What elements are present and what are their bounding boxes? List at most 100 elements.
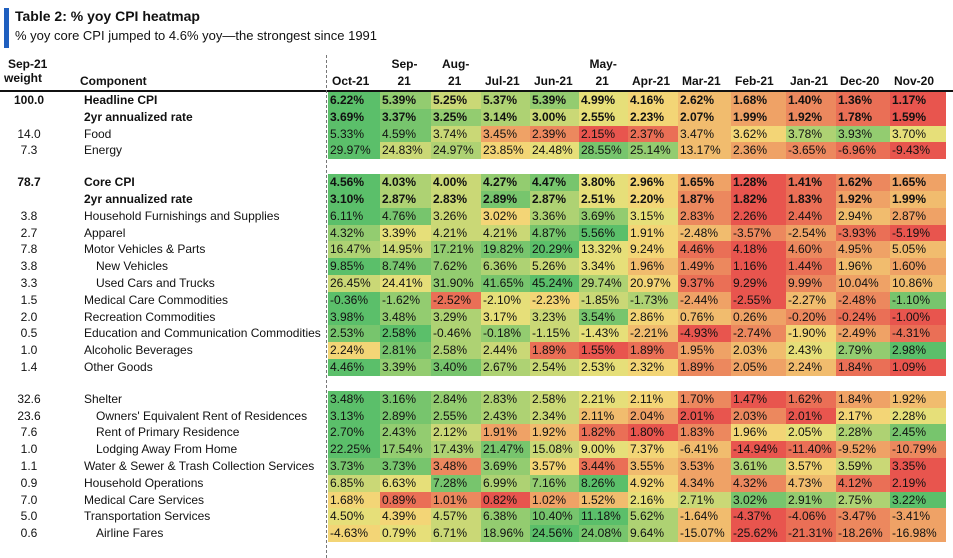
value-cell: 1.99% [890,190,946,208]
value-cell: 5.33% [328,125,380,143]
component-name: Core CPI [84,175,135,190]
month-header: 21 [448,74,462,88]
value-cell: 1.89% [530,342,579,359]
value-cell: 3.13% [328,407,380,425]
value-cell: 2.58% [530,390,579,408]
value-cell: 5.39% [380,92,431,109]
value-cell: -1.10% [890,291,946,309]
value-cell: 3.47% [678,125,731,143]
value-cell: 2.87% [380,190,431,208]
value-cell: 4.56% [328,174,380,191]
value-cell: -4.37% [731,508,786,526]
month-header: Mar-21 [682,74,721,88]
value-cell: 1.83% [678,424,731,442]
value-cell: -10.79% [890,441,946,458]
month-header: Jul-21 [485,74,520,88]
value-cell: 1.70% [678,390,731,408]
value-cell: 1.02% [530,491,579,509]
value-cell: 1.87% [678,190,731,208]
component-name: Shelter [84,391,123,406]
value-cell: 1.84% [836,358,890,376]
component-name: Owners' Equivalent Rent of Residences [96,408,308,423]
value-cell: 1.96% [628,258,678,275]
value-cell: 2.53% [328,325,380,343]
value-cell: 3.80% [579,174,628,191]
table-row: 7.0 Medical Care Services 1.68% 0.89% 1.01% 0… [0,491,953,509]
value-cell: 2.44% [786,207,836,225]
value-cell: 6.63% [380,474,431,492]
value-cell: 4.57% [431,508,481,526]
value-cell: 24.97% [431,142,481,160]
weight-header-line1: Sep-21 [8,57,48,71]
table-row: 1.0 Alcoholic Beverages 2.24% 2.81% 2.58% 2.4… [0,342,953,359]
value-cell: -3.93% [836,224,890,242]
weight-cell: 0.9 [20,475,38,490]
value-cell: 2.01% [786,407,836,425]
value-cell: 2.51% [579,190,628,208]
table-row: 100.0 Headline CPI 6.22% 5.39% 5.25% 5.37% 5.3… [0,92,953,109]
value-cell: 5.25% [431,92,481,109]
value-cell: -0.36% [328,291,380,309]
value-cell: 1.40% [786,92,836,109]
value-cell: -2.54% [786,224,836,242]
table-row: 3.8 New Vehicles 9.85% 8.74% 7.62% 6.36% 5.26%… [0,258,953,275]
value-cell: 22.25% [328,441,380,458]
table-header: Sep-21 weight Component Oct-21 Sep- 21 Aug-… [0,55,953,92]
value-cell: 2.83% [678,207,731,225]
month-header-top: Sep- [391,57,418,71]
value-cell: 0.89% [380,491,431,509]
value-cell: 4.87% [530,224,579,242]
value-cell: 9.64% [628,525,678,542]
weight-cell: 7.6 [20,425,38,440]
table-row: 0.9 Household Operations 6.85% 6.63% 7.28% 6.… [0,474,953,492]
table-row: 7.3 Energy 29.97% 24.83% 24.97% 23.85% 24.48% 2… [0,142,953,160]
value-cell: 3.39% [380,224,431,242]
value-cell: 19.82% [481,241,530,259]
value-cell: 1.92% [530,424,579,442]
value-cell: 4.21% [431,224,481,242]
value-cell: -11.40% [786,441,836,458]
value-cell: 2.34% [530,407,579,425]
value-cell: -18.26% [836,525,890,542]
value-cell: 3.57% [530,457,579,475]
value-cell: 2.58% [431,342,481,359]
value-cell: -0.20% [786,308,836,326]
value-cell: 4.99% [579,92,628,109]
component-name: 2yr annualized rate [84,109,193,124]
value-cell: 9.00% [579,441,628,458]
month-header: Jan-21 [790,74,829,88]
value-cell: 4.18% [731,241,786,259]
value-cell: 2.79% [836,342,890,359]
value-cell: 5.26% [530,258,579,275]
value-cell: 3.69% [481,457,530,475]
value-cell: -2.23% [530,291,579,309]
value-cell: 14.95% [380,241,431,259]
component-name: Apparel [84,225,126,240]
value-cell: 18.96% [481,525,530,542]
value-cell: 4.73% [786,474,836,492]
value-cell: 4.95% [836,241,890,259]
value-cell: 28.55% [579,142,628,160]
value-cell: 3.45% [481,125,530,143]
month-header: Nov-20 [894,74,935,88]
value-cell: 2.07% [678,108,731,126]
value-cell: 4.03% [380,174,431,191]
month-header: Jun-21 [534,74,573,88]
table-row: 1.1 Water & Sewer & Trash Collection Serv… [0,457,953,475]
value-cell: 2.24% [786,358,836,376]
month-header-top: Aug- [442,57,470,71]
value-cell: -3.41% [890,508,946,526]
value-cell: 2.98% [890,342,946,359]
value-cell: -4.31% [890,325,946,343]
value-cell: 10.86% [890,274,946,292]
weight-cell: 23.6 [17,408,41,423]
weight-cell: 0.6 [20,526,38,541]
value-cell: 3.48% [380,308,431,326]
value-cell: 4.34% [678,474,731,492]
table-row: 14.0 Food 5.33% 4.59% 3.74% 3.45% 2.39% 2.15% 2.… [0,125,953,143]
component-name: Rent of Primary Residence [96,425,240,440]
value-cell: 3.15% [628,207,678,225]
value-cell: 29.74% [579,274,628,292]
weight-cell: 1.4 [20,359,38,374]
value-cell: 3.98% [328,308,380,326]
